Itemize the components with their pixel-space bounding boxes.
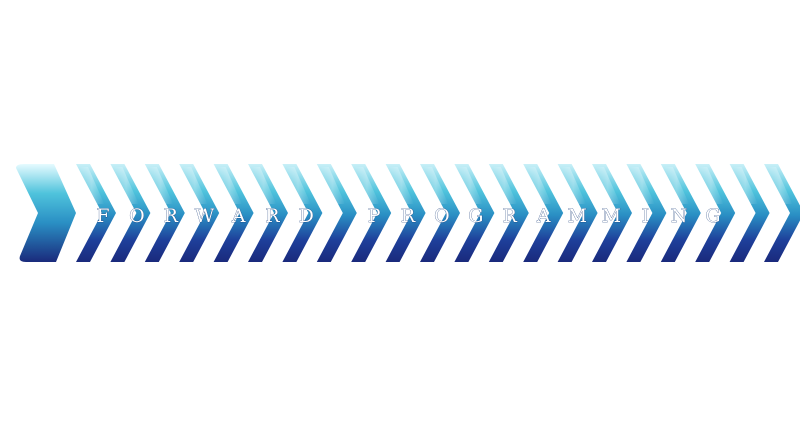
logo-letter: R — [265, 205, 280, 227]
chevron — [351, 164, 392, 262]
chevron — [592, 164, 632, 262]
chevron — [282, 164, 323, 262]
chevron — [626, 164, 667, 262]
chevron — [179, 164, 220, 262]
chevron — [695, 164, 736, 262]
chevron — [213, 164, 254, 262]
logo-letter: P — [368, 205, 381, 227]
chevron-highlight — [629, 167, 655, 204]
logo-letter: M — [568, 205, 587, 227]
chevron — [248, 164, 288, 262]
chevron-highlight — [216, 167, 242, 204]
logo-letter: N — [671, 205, 688, 227]
logo-letter: O — [129, 205, 145, 227]
chevron-highlight — [663, 167, 690, 204]
chevron-highlight — [388, 167, 414, 204]
chevron-highlight — [698, 167, 724, 204]
chevron — [110, 164, 151, 262]
chevron-highlight — [732, 167, 758, 204]
chevron — [420, 164, 460, 262]
chevron — [523, 164, 564, 262]
chevron — [385, 164, 426, 262]
chevron-highlight — [560, 167, 586, 204]
chevron-highlight — [285, 167, 311, 204]
chevron-first — [16, 164, 76, 262]
chevron-highlight — [113, 167, 139, 204]
chevron-highlight — [79, 167, 105, 204]
chevron — [316, 164, 357, 262]
logo-letter: F — [96, 205, 109, 227]
logo-letter: G — [468, 205, 483, 227]
chevron-highlight — [251, 167, 277, 204]
logo-letter: A — [231, 205, 246, 227]
chevron-highlight — [457, 167, 483, 204]
chevron-highlight — [595, 167, 621, 204]
chevron-highlight — [319, 167, 346, 204]
chevron — [557, 164, 598, 262]
logo-letter: A — [536, 205, 551, 227]
logo-letter: R — [401, 205, 416, 227]
logo-letter: W — [195, 205, 215, 227]
chevron — [660, 164, 701, 262]
logo-letter: R — [503, 205, 518, 227]
chevron — [454, 164, 495, 262]
logo-letter: D — [299, 205, 314, 227]
chevron-highlight — [491, 167, 518, 204]
chevron-highlight — [423, 167, 449, 204]
logo-letter: G — [705, 205, 720, 227]
chevron-highlight — [526, 167, 552, 204]
chevron-highlight — [354, 167, 380, 204]
chevron-highlight — [767, 167, 793, 204]
logo-letter: R — [164, 205, 179, 227]
chevron — [76, 164, 116, 262]
chevron-highlight — [147, 167, 174, 204]
logo-letter: O — [434, 205, 450, 227]
chevron — [729, 164, 770, 262]
chevron-highlight — [182, 167, 208, 204]
chevron — [764, 164, 800, 262]
logo-letter: M — [602, 205, 621, 227]
chevron — [488, 164, 529, 262]
logo-letter: I — [641, 205, 649, 227]
chevron — [144, 164, 185, 262]
